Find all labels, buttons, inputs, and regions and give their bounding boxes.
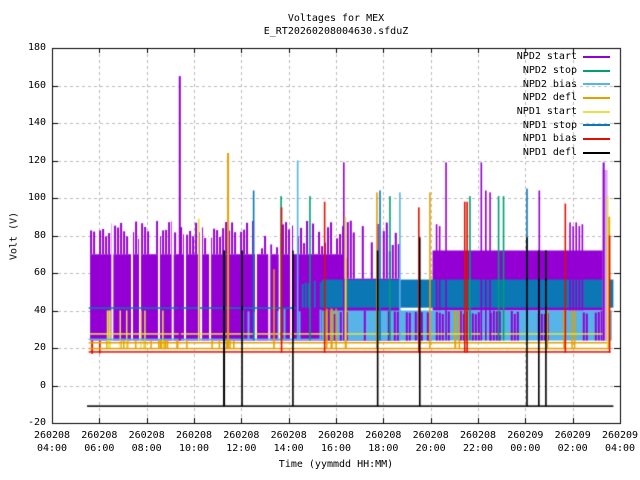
x-tick-label: 260209 02:00 — [554, 430, 591, 454]
legend-item-npd2-bias: NPD2 bias — [511, 77, 610, 91]
legend-line-swatch — [583, 151, 610, 154]
x-tick-label: 260208 04:00 — [33, 430, 71, 454]
legend-line-swatch — [583, 69, 610, 72]
y-tick-label: 40 — [33, 304, 46, 316]
y-tick-label: 80 — [33, 229, 46, 241]
x-tick-label: 260208 14:00 — [270, 430, 307, 454]
x-tick-label: 260208 12:00 — [223, 430, 260, 454]
y-tick-label: 20 — [33, 342, 46, 353]
x-tick-label: 260208 10:00 — [175, 430, 213, 454]
x-tick-label: 260209 00:00 — [507, 430, 544, 454]
legend-label: NPD1 bias — [522, 133, 577, 145]
legend-item-npd1-bias: NPD1 bias — [511, 132, 610, 146]
x-tick-label: 260208 22:00 — [459, 430, 497, 454]
x-tick-label: 260208 16:00 — [317, 430, 355, 454]
legend-item-npd1-start: NPD1 start — [511, 105, 610, 119]
x-tick-label: 260208 20:00 — [412, 430, 449, 454]
x-tick-label: 260208 06:00 — [81, 430, 118, 454]
legend-label: NPD2 stop — [522, 65, 577, 77]
y-tick-label: -20 — [27, 417, 46, 428]
legend-item-npd1-defl: NPD1 defl — [511, 146, 610, 160]
legend-line-swatch — [583, 96, 610, 99]
legend-label: NPD2 start — [516, 51, 577, 63]
chart-subtitle: E_RT20260208004630.sfduZ — [263, 26, 409, 37]
x-tick-label: 260208 08:00 — [128, 430, 165, 454]
legend-line-swatch — [583, 110, 610, 113]
y-tick-label: 0 — [39, 379, 46, 391]
chart-legend: NPD2 start NPD2 stop NPD2 bias NPD2 defl NPD… — [511, 50, 610, 160]
chart-title: Voltages for MEX — [287, 13, 385, 24]
y-tick-label: 100 — [27, 192, 46, 203]
x-tick-label: 260209 04:00 — [601, 430, 639, 454]
legend-item-npd2-start: NPD2 start — [511, 50, 610, 64]
y-tick-label: 140 — [27, 117, 46, 128]
legend-line-swatch — [583, 124, 610, 127]
legend-line-swatch — [583, 55, 610, 58]
legend-line-swatch — [583, 83, 610, 86]
legend-line-swatch — [583, 137, 610, 140]
y-tick-label: 120 — [27, 154, 46, 166]
legend-item-npd1-stop: NPD1 stop — [511, 118, 610, 132]
y-tick-label: 60 — [33, 267, 46, 278]
x-tick-label: 260208 18:00 — [365, 430, 402, 454]
legend-label: NPD1 start — [516, 106, 577, 118]
legend-item-npd2-defl: NPD2 defl — [511, 91, 610, 105]
legend-label: NPD2 bias — [522, 78, 577, 90]
y-tick-label: 160 — [27, 79, 46, 91]
legend-label: NPD1 stop — [522, 119, 577, 131]
x-axis-label: Time (yymmdd HH:MM) — [278, 459, 394, 470]
legend-item-npd2-stop: NPD2 stop — [511, 64, 610, 78]
legend-label: NPD1 defl — [522, 147, 577, 159]
y-tick-label: 180 — [27, 42, 46, 53]
legend-label: NPD2 defl — [522, 92, 577, 104]
